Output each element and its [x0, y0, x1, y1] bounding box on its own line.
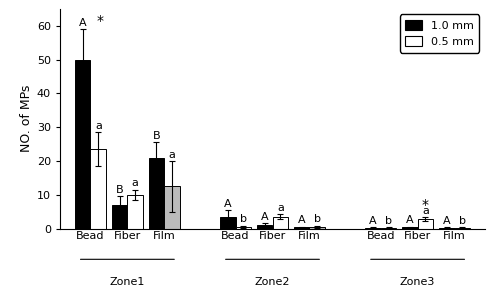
Y-axis label: NO. of MPs: NO. of MPs [20, 85, 32, 152]
Bar [365, 228, 380, 229]
Text: b: b [240, 214, 247, 224]
Bar [454, 228, 470, 229]
Text: B: B [116, 185, 124, 195]
Text: b: b [385, 216, 392, 226]
Bar [380, 228, 396, 229]
Bar [220, 217, 236, 229]
Text: a: a [277, 203, 284, 213]
Bar [75, 59, 90, 229]
Text: A: A [443, 216, 450, 226]
Text: B: B [152, 131, 160, 141]
Bar [272, 217, 288, 229]
Text: a: a [168, 149, 175, 160]
Text: Zone1: Zone1 [110, 277, 145, 287]
Text: Zone2: Zone2 [255, 277, 290, 287]
Text: A: A [406, 215, 413, 225]
Text: A: A [369, 216, 376, 226]
Bar [402, 227, 417, 229]
Bar [257, 225, 272, 229]
Bar [439, 228, 454, 229]
Text: a: a [132, 178, 138, 188]
Bar [90, 149, 106, 229]
Bar [164, 186, 180, 229]
Text: *: * [422, 198, 429, 212]
Bar [148, 158, 164, 229]
Text: A: A [79, 18, 86, 28]
Text: A: A [261, 212, 268, 222]
Text: b: b [314, 214, 321, 224]
Text: b: b [459, 216, 466, 226]
Bar [294, 227, 310, 229]
Text: A: A [298, 215, 306, 225]
Text: Zone3: Zone3 [400, 277, 436, 287]
Text: *: * [97, 14, 104, 28]
Text: A: A [224, 199, 232, 209]
Text: a: a [95, 121, 102, 131]
Bar [112, 205, 128, 229]
Bar [418, 219, 434, 229]
Legend: 1.0 mm, 0.5 mm: 1.0 mm, 0.5 mm [400, 14, 479, 52]
Text: a: a [422, 206, 429, 216]
Bar [236, 227, 252, 229]
Bar [128, 195, 143, 229]
Bar [310, 227, 325, 229]
